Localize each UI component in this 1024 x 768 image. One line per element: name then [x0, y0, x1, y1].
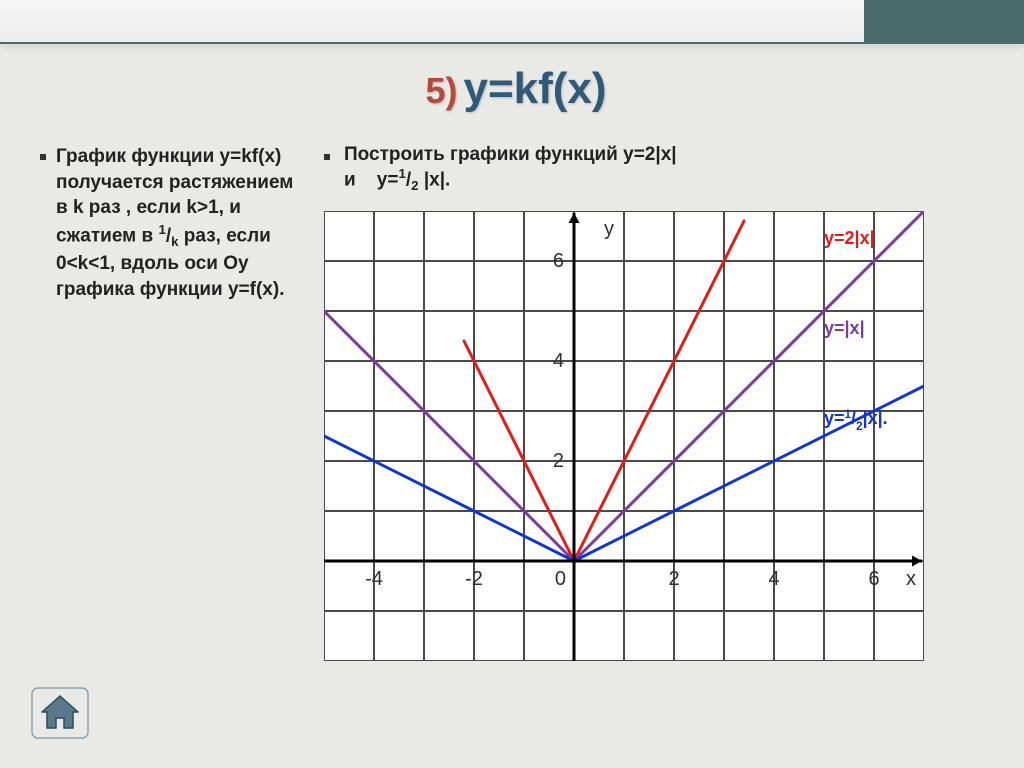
svg-text:4: 4 — [768, 568, 779, 590]
svg-text:y: y — [604, 218, 614, 240]
svg-text:y=2|x|: y=2|x| — [824, 228, 875, 248]
svg-text:6: 6 — [868, 568, 879, 590]
bullet-dot — [324, 154, 330, 160]
topbar — [0, 0, 1024, 44]
svg-text:2: 2 — [553, 450, 564, 472]
svg-text:-2: -2 — [465, 568, 483, 590]
svg-text:4: 4 — [553, 350, 564, 372]
right-heading: Построить графики функций y=2|x| и y=1/2… — [324, 144, 992, 193]
columns: График функции y=kf(x) получается растяж… — [40, 144, 992, 661]
chart: 246-4-20246xyy=2|x|y=|x|y=1/2|x|. — [324, 211, 924, 661]
svg-text:6: 6 — [553, 250, 564, 272]
left-bullet: График функции y=kf(x) получается растяж… — [40, 144, 300, 302]
home-icon[interactable] — [30, 686, 90, 740]
svg-text:0: 0 — [555, 568, 566, 590]
slide-title: 5)y=kf(x) — [40, 64, 992, 114]
right-column: Построить графики функций y=2|x| и y=1/2… — [324, 144, 992, 661]
svg-text:x: x — [906, 568, 916, 590]
right-heading-text: Построить графики функций y=2|x| и y=1/2… — [344, 144, 677, 193]
slide: 5)y=kf(x) График функции y=kf(x) получае… — [0, 44, 1024, 768]
left-column: График функции y=kf(x) получается растяж… — [40, 144, 300, 661]
chart-svg: 246-4-20246xyy=2|x|y=|x|y=1/2|x|. — [324, 211, 924, 661]
left-text: График функции y=kf(x) получается растяж… — [56, 144, 300, 302]
svg-text:-4: -4 — [365, 568, 383, 590]
title-prefix: 5) — [425, 70, 457, 111]
svg-text:2: 2 — [668, 568, 679, 590]
svg-text:y=|x|: y=|x| — [824, 318, 865, 338]
bullet-dot — [40, 154, 46, 160]
title-main: y=kf(x) — [463, 64, 606, 113]
